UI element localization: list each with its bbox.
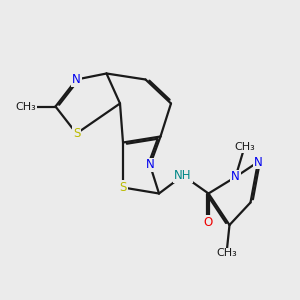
- Text: N: N: [231, 170, 240, 184]
- Text: O: O: [204, 215, 213, 229]
- Text: CH₃: CH₃: [216, 248, 237, 259]
- Text: CH₃: CH₃: [15, 101, 36, 112]
- Text: NH: NH: [174, 169, 192, 182]
- Text: N: N: [72, 73, 81, 86]
- Text: N: N: [146, 158, 154, 172]
- Text: S: S: [73, 127, 80, 140]
- Text: N: N: [254, 155, 262, 169]
- Text: CH₃: CH₃: [234, 142, 255, 152]
- Text: S: S: [119, 181, 127, 194]
